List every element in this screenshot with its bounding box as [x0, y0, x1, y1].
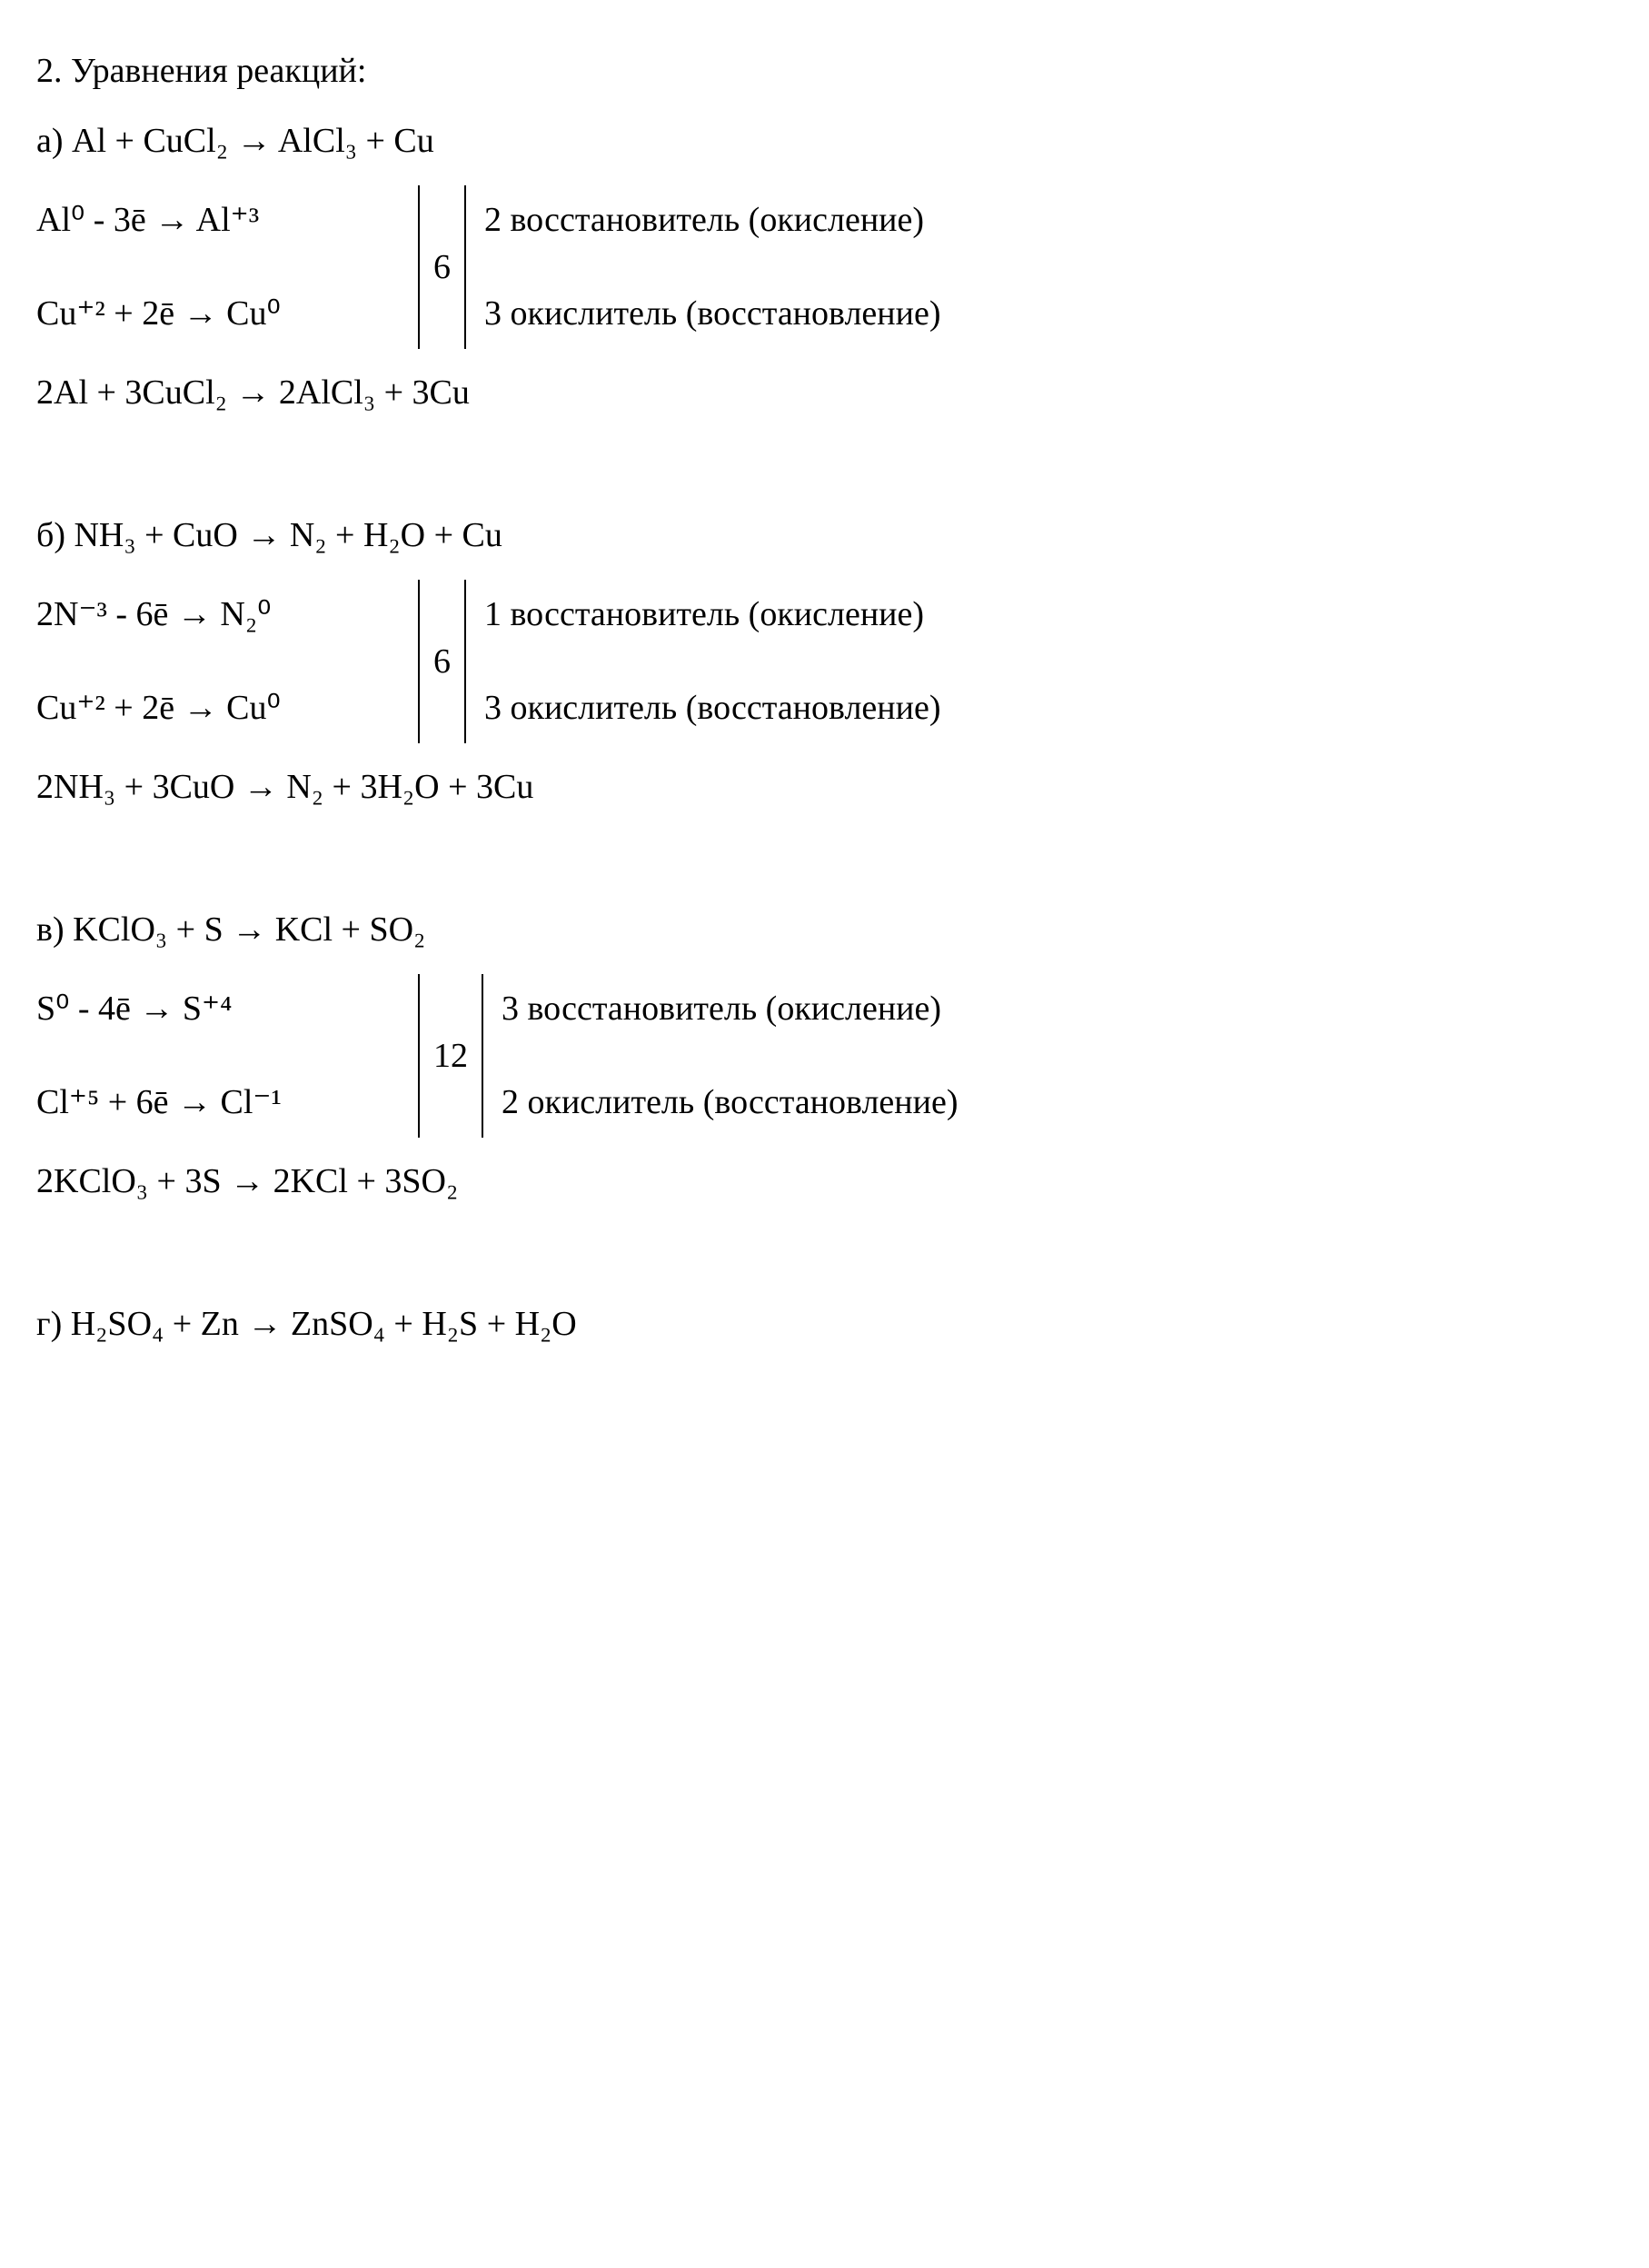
- balance-left-a: Al⁰ - 3ē → Al⁺³ Cu⁺² + 2ē → Cu⁰: [36, 185, 418, 349]
- equation-v-balanced: 2KClO₃ + 3S → 2KCl + 3SO₂: [36, 1156, 1613, 1208]
- balance-block-a: Al⁰ - 3ē → Al⁺³ Cu⁺² + 2ē → Cu⁰ 6 2 восс…: [36, 185, 1613, 349]
- equation-a-scheme: а) Al + CuCl₂ → AlCl₃ + Cu: [36, 115, 1613, 167]
- balance-left-b: 2N⁻³ - 6ē → N₂⁰ Cu⁺² + 2ē → Cu⁰: [36, 580, 418, 743]
- half-reaction-v1-left: S⁰ - 4ē → S⁺⁴: [36, 974, 400, 1044]
- balance-lcm-b: 6: [418, 580, 466, 743]
- balance-right-v: 3 восстановитель (окисление) 2 окислител…: [483, 974, 958, 1138]
- half-reaction-a2-right: 3 окислитель (восстановление): [484, 279, 940, 349]
- equation-a-balanced: 2Al + 3CuCl₂ → 2AlCl₃ + 3Cu: [36, 367, 1613, 419]
- half-reaction-a1-left: Al⁰ - 3ē → Al⁺³: [36, 185, 400, 255]
- half-reaction-v2-right: 2 окислитель (восстановление): [502, 1068, 958, 1138]
- balance-right-b: 1 восстановитель (окисление) 3 окислител…: [466, 580, 940, 743]
- balance-block-v: S⁰ - 4ē → S⁺⁴ Cl⁺⁵ + 6ē → Cl⁻¹ 12 3 восс…: [36, 974, 1613, 1138]
- balance-lcm-a: 6: [418, 185, 466, 349]
- half-reaction-v1-right: 3 восстановитель (окисление): [502, 974, 958, 1044]
- half-reaction-a1-right: 2 восстановитель (окисление): [484, 185, 940, 255]
- balance-block-b: 2N⁻³ - 6ē → N₂⁰ Cu⁺² + 2ē → Cu⁰ 6 1 восс…: [36, 580, 1613, 743]
- half-reaction-b1-left: 2N⁻³ - 6ē → N₂⁰: [36, 580, 400, 650]
- balance-left-v: S⁰ - 4ē → S⁺⁴ Cl⁺⁵ + 6ē → Cl⁻¹: [36, 974, 418, 1138]
- equation-v-scheme: в) KClO₃ + S → KCl + SO₂: [36, 904, 1613, 956]
- balance-right-a: 2 восстановитель (окисление) 3 окислител…: [466, 185, 940, 349]
- half-reaction-b1-right: 1 восстановитель (окисление): [484, 580, 940, 650]
- half-reaction-b2-right: 3 окислитель (восстановление): [484, 673, 940, 743]
- equation-g-scheme: г) H₂SO₄ + Zn → ZnSO₄ + H₂S + H₂O: [36, 1298, 1613, 1350]
- half-reaction-b2-left: Cu⁺² + 2ē → Cu⁰: [36, 673, 400, 743]
- equation-b-scheme: б) NH₃ + CuO → N₂ + H₂O + Cu: [36, 510, 1613, 562]
- equation-b-balanced: 2NH₃ + 3CuO → N₂ + 3H₂O + 3Cu: [36, 761, 1613, 813]
- balance-lcm-v: 12: [418, 974, 483, 1138]
- half-reaction-v2-left: Cl⁺⁵ + 6ē → Cl⁻¹: [36, 1068, 400, 1138]
- section-title: 2. Уравнения реакций:: [36, 45, 1613, 97]
- half-reaction-a2-left: Cu⁺² + 2ē → Cu⁰: [36, 279, 400, 349]
